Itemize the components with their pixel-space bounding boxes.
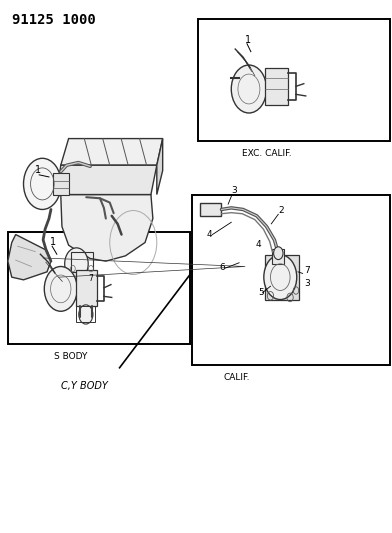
Circle shape — [231, 65, 267, 113]
Text: 1: 1 — [35, 165, 42, 175]
Polygon shape — [265, 68, 288, 105]
Bar — [76, 306, 95, 322]
Bar — [272, 249, 284, 264]
Circle shape — [65, 248, 88, 280]
Text: 7: 7 — [88, 274, 93, 284]
Text: 6: 6 — [220, 263, 225, 272]
Polygon shape — [157, 139, 163, 195]
Text: 1: 1 — [245, 35, 251, 45]
Text: 3: 3 — [304, 279, 310, 288]
Text: S BODY: S BODY — [54, 352, 87, 361]
Bar — [198, 19, 390, 141]
Text: EXC. CALIF.: EXC. CALIF. — [242, 149, 291, 158]
Circle shape — [274, 247, 283, 260]
Polygon shape — [61, 195, 153, 261]
Polygon shape — [57, 165, 157, 195]
Polygon shape — [61, 139, 163, 165]
Circle shape — [24, 158, 61, 209]
Text: 91125 1000: 91125 1000 — [12, 13, 96, 27]
Text: 7: 7 — [304, 266, 310, 276]
Text: 1: 1 — [50, 237, 56, 247]
Bar — [192, 195, 390, 365]
Circle shape — [264, 255, 297, 300]
Polygon shape — [8, 235, 51, 280]
Bar — [71, 252, 93, 272]
Bar — [8, 232, 190, 344]
Polygon shape — [53, 173, 69, 195]
Text: 4: 4 — [256, 240, 261, 249]
Text: 5: 5 — [258, 288, 264, 297]
Polygon shape — [76, 270, 97, 306]
Text: 4: 4 — [207, 230, 212, 239]
Text: CALIF.: CALIF. — [224, 373, 250, 382]
Text: 2: 2 — [278, 206, 284, 215]
Circle shape — [79, 305, 93, 324]
Text: 3: 3 — [231, 187, 237, 196]
Circle shape — [44, 266, 77, 311]
Bar — [200, 203, 221, 216]
Text: C,Y BODY: C,Y BODY — [61, 381, 108, 391]
Polygon shape — [265, 255, 299, 300]
